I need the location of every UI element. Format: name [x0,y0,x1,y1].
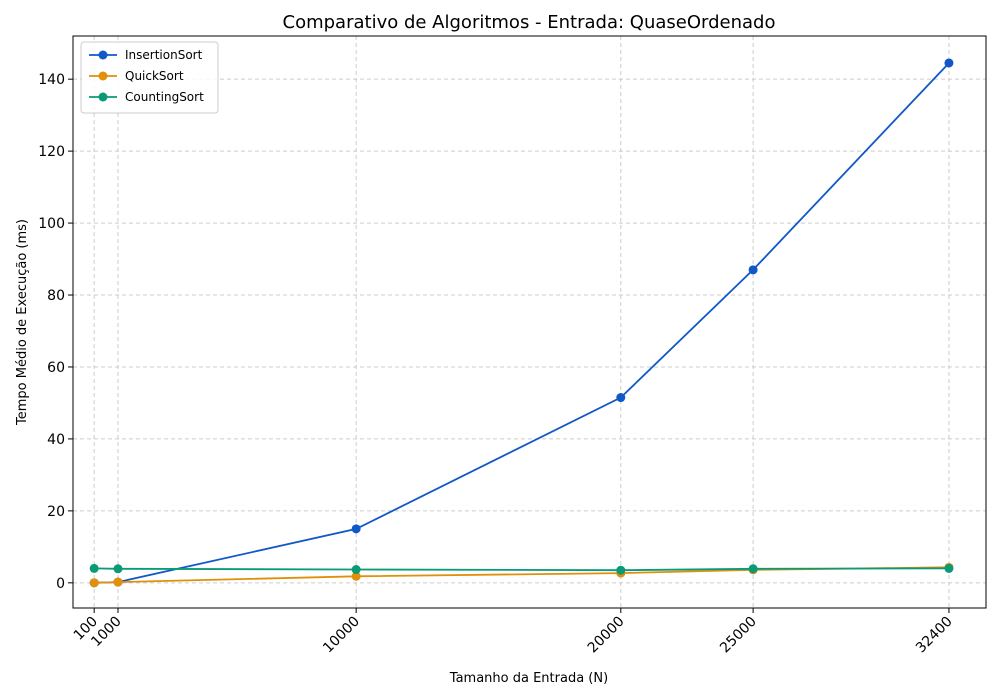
legend-label-countingsort: CountingSort [125,90,204,104]
legend-label-quicksort: QuickSort [125,69,184,83]
series-layer [89,58,954,588]
grid-layer [73,36,986,608]
y-tick-label: 20 [47,504,65,520]
y-tick-label: 60 [47,360,65,376]
y-tick-label: 100 [38,216,65,232]
legend-marker-countingsort [98,92,108,102]
legend-box [80,41,219,114]
x-tick-label: 25000 [717,614,760,657]
data-point-insertionsort [944,58,954,68]
legend-marker-insertionsort [98,50,108,60]
y-axis-label: Tempo Médio de Execução (ms) [15,219,30,426]
series-line-insertionsort [94,62,950,584]
legend-marker-quicksort [98,71,108,81]
x-tick-label: 20000 [585,614,628,657]
legend: InsertionSort QuickSort CountingSort [80,41,219,114]
x-tick-label: 32400 [913,614,956,657]
data-point-insertionsort [748,265,758,275]
data-point-countingsort [113,564,123,574]
data-point-quicksort [113,577,123,587]
plot-frame [72,35,987,609]
data-point-quicksort [89,578,99,588]
legend-label-insertionsort: InsertionSort [125,48,203,62]
y-tick-label: 40 [47,432,65,448]
chart-title: Comparativo de Algoritmos - Entrada: Qua… [283,12,776,33]
data-point-countingsort [89,563,99,573]
y-tick-label: 140 [38,72,65,88]
y-tick-label: 80 [47,288,65,304]
x-tick-label: 10000 [320,614,363,657]
data-point-insertionsort [616,393,626,403]
data-point-countingsort [748,564,758,574]
data-point-quicksort [351,571,361,581]
data-point-insertionsort [351,524,361,534]
y-axis-ticks: 0 20 40 60 80 100 120 140 [38,72,73,592]
y-tick-label: 120 [38,144,65,160]
data-point-countingsort [616,565,626,575]
x-axis-label: Tamanho da Entrada (N) [449,671,608,686]
data-point-countingsort [351,565,361,575]
data-point-countingsort [944,563,954,573]
y-tick-label: 0 [56,576,65,592]
series-line-countingsort [94,567,950,572]
